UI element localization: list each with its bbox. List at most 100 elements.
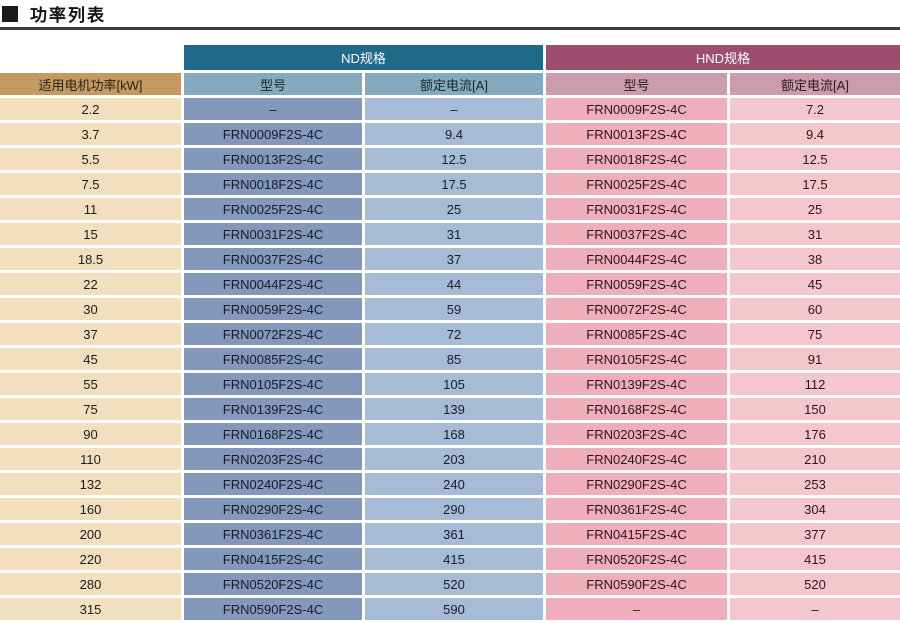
hnd-model-cell: FRN0037F2S-4C [546,223,727,245]
hnd-current-cell: 17.5 [730,173,900,195]
power-cell: 160 [0,498,181,520]
power-cell: 37 [0,323,181,345]
power-cell: 2.2 [0,98,181,120]
power-cell: 280 [0,573,181,595]
nd-model-column-header: 型号 [184,73,362,95]
nd-current-cell: – [365,98,543,120]
nd-current-cell: 25 [365,198,543,220]
hnd-model-cell: FRN0072F2S-4C [546,298,727,320]
hnd-current-cell: 377 [730,523,900,545]
hnd-current-cell: 45 [730,273,900,295]
title-divider [0,27,900,30]
power-cell: 45 [0,348,181,370]
power-cell: 75 [0,398,181,420]
nd-current-cell: 9.4 [365,123,543,145]
nd-model-cell: FRN0203F2S-4C [184,448,362,470]
hnd-model-cell: FRN0018F2S-4C [546,148,727,170]
hnd-current-cell: 7.2 [730,98,900,120]
hnd-model-cell: FRN0085F2S-4C [546,323,727,345]
power-spec-table: ND规格 HND规格 适用电机功率[kW] 型号 额定电流[A] 型号 额定电流… [0,45,900,620]
power-cell: 220 [0,548,181,570]
hnd-current-column-header: 额定电流[A] [730,73,900,95]
hnd-current-cell: 9.4 [730,123,900,145]
nd-current-column-header: 额定电流[A] [365,73,543,95]
power-cell: 132 [0,473,181,495]
nd-current-cell: 139 [365,398,543,420]
hnd-current-cell: 25 [730,198,900,220]
hnd-model-cell: FRN0139F2S-4C [546,373,727,395]
hnd-model-cell: FRN0240F2S-4C [546,448,727,470]
square-bullet-icon [2,5,18,22]
nd-current-cell: 31 [365,223,543,245]
nd-model-cell: – [184,98,362,120]
nd-current-cell: 361 [365,523,543,545]
nd-current-cell: 12.5 [365,148,543,170]
hnd-current-cell: 112 [730,373,900,395]
hnd-current-cell: 253 [730,473,900,495]
nd-current-cell: 168 [365,423,543,445]
nd-current-cell: 105 [365,373,543,395]
hnd-model-cell: FRN0025F2S-4C [546,173,727,195]
nd-model-cell: FRN0415F2S-4C [184,548,362,570]
power-cell: 22 [0,273,181,295]
nd-model-cell: FRN0105F2S-4C [184,373,362,395]
nd-current-cell: 37 [365,248,543,270]
nd-model-cell: FRN0590F2S-4C [184,598,362,620]
hnd-current-cell: 415 [730,548,900,570]
nd-model-cell: FRN0240F2S-4C [184,473,362,495]
power-cell: 30 [0,298,181,320]
hnd-model-cell: FRN0009F2S-4C [546,98,727,120]
nd-model-cell: FRN0520F2S-4C [184,573,362,595]
nd-current-cell: 59 [365,298,543,320]
power-cell: 3.7 [0,123,181,145]
power-cell: 90 [0,423,181,445]
hnd-current-cell: 210 [730,448,900,470]
hnd-current-cell: 91 [730,348,900,370]
power-column-header: 适用电机功率[kW] [0,73,181,95]
nd-current-cell: 240 [365,473,543,495]
nd-current-cell: 590 [365,598,543,620]
hnd-group-header: HND规格 [546,45,900,70]
nd-model-cell: FRN0025F2S-4C [184,198,362,220]
power-cell: 7.5 [0,173,181,195]
hnd-current-cell: 31 [730,223,900,245]
hnd-model-cell: FRN0415F2S-4C [546,523,727,545]
nd-current-cell: 290 [365,498,543,520]
nd-model-cell: FRN0044F2S-4C [184,273,362,295]
power-cell: 18.5 [0,248,181,270]
power-cell: 11 [0,198,181,220]
hnd-current-cell: 304 [730,498,900,520]
hnd-model-cell: FRN0013F2S-4C [546,123,727,145]
hnd-model-cell: FRN0031F2S-4C [546,198,727,220]
page-title: 功率列表 [30,6,106,25]
hnd-current-cell: – [730,598,900,620]
nd-model-cell: FRN0290F2S-4C [184,498,362,520]
hnd-model-cell: FRN0168F2S-4C [546,398,727,420]
hnd-model-column-header: 型号 [546,73,727,95]
power-cell: 200 [0,523,181,545]
hnd-current-cell: 176 [730,423,900,445]
nd-model-cell: FRN0037F2S-4C [184,248,362,270]
nd-current-cell: 203 [365,448,543,470]
nd-model-cell: FRN0059F2S-4C [184,298,362,320]
hnd-current-cell: 60 [730,298,900,320]
power-cell: 315 [0,598,181,620]
power-cell: 110 [0,448,181,470]
nd-current-cell: 44 [365,273,543,295]
hnd-model-cell: FRN0361F2S-4C [546,498,727,520]
nd-model-cell: FRN0072F2S-4C [184,323,362,345]
nd-model-cell: FRN0168F2S-4C [184,423,362,445]
group-header-spacer [0,45,181,70]
nd-current-cell: 72 [365,323,543,345]
hnd-current-cell: 75 [730,323,900,345]
nd-current-cell: 415 [365,548,543,570]
nd-model-cell: FRN0361F2S-4C [184,523,362,545]
hnd-model-cell: FRN0105F2S-4C [546,348,727,370]
hnd-model-cell: FRN0290F2S-4C [546,473,727,495]
nd-model-cell: FRN0009F2S-4C [184,123,362,145]
nd-model-cell: FRN0139F2S-4C [184,398,362,420]
nd-model-cell: FRN0031F2S-4C [184,223,362,245]
nd-current-cell: 85 [365,348,543,370]
hnd-model-cell: FRN0520F2S-4C [546,548,727,570]
nd-model-cell: FRN0013F2S-4C [184,148,362,170]
